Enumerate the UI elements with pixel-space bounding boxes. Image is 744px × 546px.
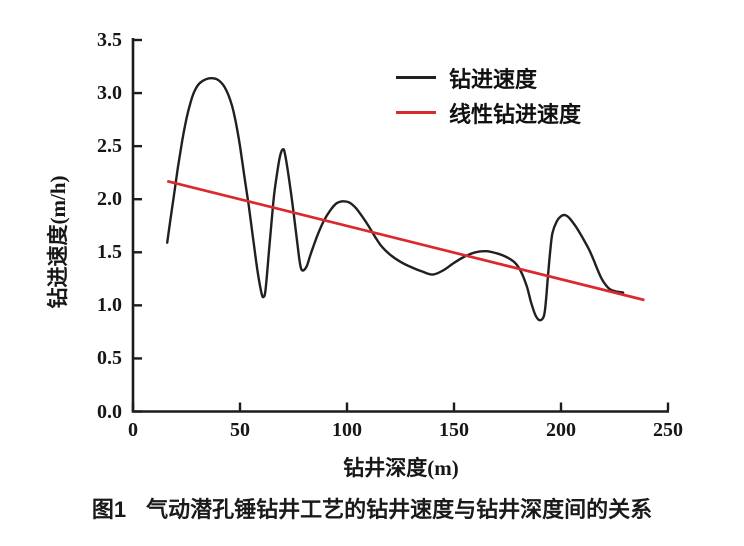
legend-item-label: 钻进速度 (449, 66, 538, 92)
x-axis-title: 钻井深度(m) (343, 456, 459, 480)
legend: 钻进速度线性钻进速度 (396, 60, 581, 130)
x-tick-label: 100 (332, 419, 362, 441)
x-tick-label: 200 (546, 419, 576, 441)
x-tick-label: 0 (128, 419, 138, 441)
x-tick-label: 250 (653, 419, 683, 441)
x-tick-label: 150 (439, 419, 469, 441)
x-tick-label: 50 (230, 419, 250, 441)
legend-line-swatch (396, 76, 436, 79)
y-tick-label: 1.5 (97, 241, 122, 264)
drilling-speed-curve (166, 76, 625, 322)
legend-item: 钻进速度 (396, 60, 581, 95)
figure-caption-text: 气动潜孔锤钻井工艺的钻井速度与钻井深度间的关系 (146, 497, 653, 522)
y-tick-label: 2.0 (97, 188, 122, 211)
y-tick-label: 2.5 (97, 135, 122, 158)
y-tick-label: 1.0 (97, 294, 122, 317)
legend-line-swatch (396, 111, 436, 114)
legend-item: 线性钻进速度 (396, 95, 581, 130)
legend-item-label: 线性钻进速度 (449, 101, 582, 127)
y-tick-label: 0.0 (97, 400, 122, 423)
y-tick-label: 0.5 (97, 347, 122, 370)
y-tick-label: 3.5 (97, 29, 122, 51)
y-tick-label: 3.0 (97, 82, 122, 105)
figure-caption-number: 图1 (91, 497, 127, 522)
linear-trend-line (166, 179, 645, 302)
figure-caption: 图1 气动潜孔锤钻井工艺的钻井速度与钻井深度间的关系 (0, 492, 744, 524)
